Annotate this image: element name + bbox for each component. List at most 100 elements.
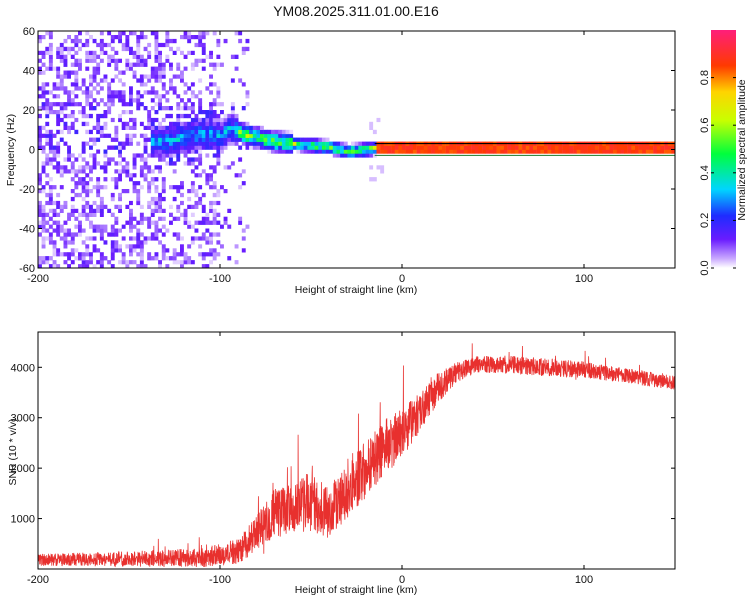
spectrogram-cell [114, 244, 119, 249]
spectrogram-cell [41, 256, 46, 261]
spectrogram-cell [194, 117, 199, 123]
spectrogram-cell [38, 208, 42, 213]
spectrogram-cell [347, 153, 352, 158]
spectrogram-cell [150, 98, 155, 103]
spectrogram-cell [154, 110, 159, 115]
spectrogram-cell [165, 133, 170, 138]
spectrogram-cell [99, 50, 104, 55]
spectrogram-cell [172, 133, 177, 138]
spectrogram-cell [409, 149, 414, 154]
spectrogram-cell [52, 82, 57, 87]
spectrogram-cell [147, 165, 152, 170]
spectrogram-cell [56, 145, 61, 150]
spectrogram-cell [274, 141, 279, 146]
spectrogram-cell [161, 117, 166, 123]
spectrogram-cell [158, 208, 162, 213]
spectrogram-y-label: Frequency (Hz) [5, 114, 17, 186]
spectrogram-cell [136, 141, 141, 146]
spectrogram-cell [234, 121, 239, 127]
spectrogram-cell [161, 208, 166, 213]
spectrogram-cell [107, 260, 112, 265]
spectrogram-cell [125, 125, 130, 130]
spectrogram-cell [329, 149, 334, 154]
spectrogram-cell [216, 141, 221, 146]
spectrogram-cell [41, 244, 46, 249]
spectrogram-cell [38, 113, 42, 119]
spectrogram-cell [38, 38, 42, 44]
spectrogram-cell [201, 125, 206, 130]
colorbar-ticks: 0.00.20.40.60.8 [699, 70, 736, 276]
spectrogram-cell [442, 145, 446, 150]
spectrogram-cell [209, 133, 213, 138]
spectrogram-cell [136, 200, 141, 206]
spectrogram-cell [52, 248, 57, 253]
spectrogram-cell [198, 121, 203, 127]
spectrogram-cell [63, 157, 68, 162]
spectrogram-cell [201, 192, 206, 198]
spectrogram-cell [74, 78, 79, 83]
spectrogram-cell [110, 98, 115, 103]
spectrogram-cell [45, 236, 50, 241]
spectrogram-cell [38, 264, 42, 268]
spectrogram-cell [154, 256, 159, 261]
spectrogram-cell [201, 117, 206, 123]
spectrogram-cell [183, 153, 188, 158]
spectrogram-cell [38, 204, 42, 209]
spectrogram-cell [536, 145, 541, 150]
spectrogram-cell [616, 145, 621, 150]
spectrogram-cell [165, 31, 170, 36]
spectrogram-cell [605, 149, 610, 154]
spectrogram-cell [198, 35, 203, 40]
spectrogram-cell [183, 125, 188, 130]
spectrogram-cell [511, 145, 516, 150]
spectrogram-cell [99, 42, 104, 48]
spectrogram-cell [118, 169, 122, 174]
spectrogram-cell [187, 129, 192, 135]
spectrogram-cell [267, 141, 272, 146]
spectrogram-cell [289, 129, 294, 135]
spectrogram-cell [354, 149, 359, 154]
spectrogram-cell [187, 98, 192, 103]
spectrogram-cell [48, 216, 53, 221]
spectrogram-cell [398, 145, 403, 150]
spectrogram-cell [56, 169, 61, 174]
spectrogram-cell [125, 204, 130, 209]
spectrogram-cell [56, 204, 61, 209]
spectrogram-cell [551, 145, 556, 150]
spectrogram-cell [78, 86, 82, 91]
spectrogram-cell [70, 252, 75, 257]
spectrogram-cell [45, 82, 50, 87]
spectrogram-cell [114, 90, 119, 95]
spectrogram-cell [238, 78, 243, 83]
spectrogram-cell [372, 145, 377, 150]
spectrogram-cell [70, 240, 75, 245]
spectrogram-cell [281, 149, 286, 154]
spectrogram-cell [52, 94, 57, 99]
spectrogram-cell [150, 137, 155, 142]
spectrogram-cell [169, 133, 173, 138]
spectrogram-cell [96, 204, 101, 209]
spectrogram-cell [161, 129, 166, 135]
spectrogram-cell [158, 153, 162, 158]
spectrogram-cell [573, 145, 577, 150]
spectrogram-cell [56, 121, 61, 127]
spectrogram-cell [190, 110, 195, 115]
spectrogram-cell [52, 102, 57, 107]
spectrogram-cell [194, 42, 199, 48]
spectrogram-cell [103, 161, 108, 166]
spectrogram-cell [220, 141, 224, 146]
spectrogram-cell [38, 220, 42, 225]
spectrogram-cell [85, 248, 90, 253]
spectrogram-cell [190, 240, 195, 245]
spectrogram-cell [252, 141, 257, 146]
spectrogram-cell [183, 141, 188, 146]
spectrogram-cell [81, 149, 86, 154]
spectrogram-cell [154, 149, 159, 154]
spectrogram-cell [139, 102, 144, 107]
spectrogram-cell [194, 228, 199, 233]
spectrogram-cell [121, 82, 126, 87]
spectrogram-cell [263, 129, 268, 135]
spectrogram-cell [172, 248, 177, 253]
spectrogram-cell [150, 31, 155, 36]
